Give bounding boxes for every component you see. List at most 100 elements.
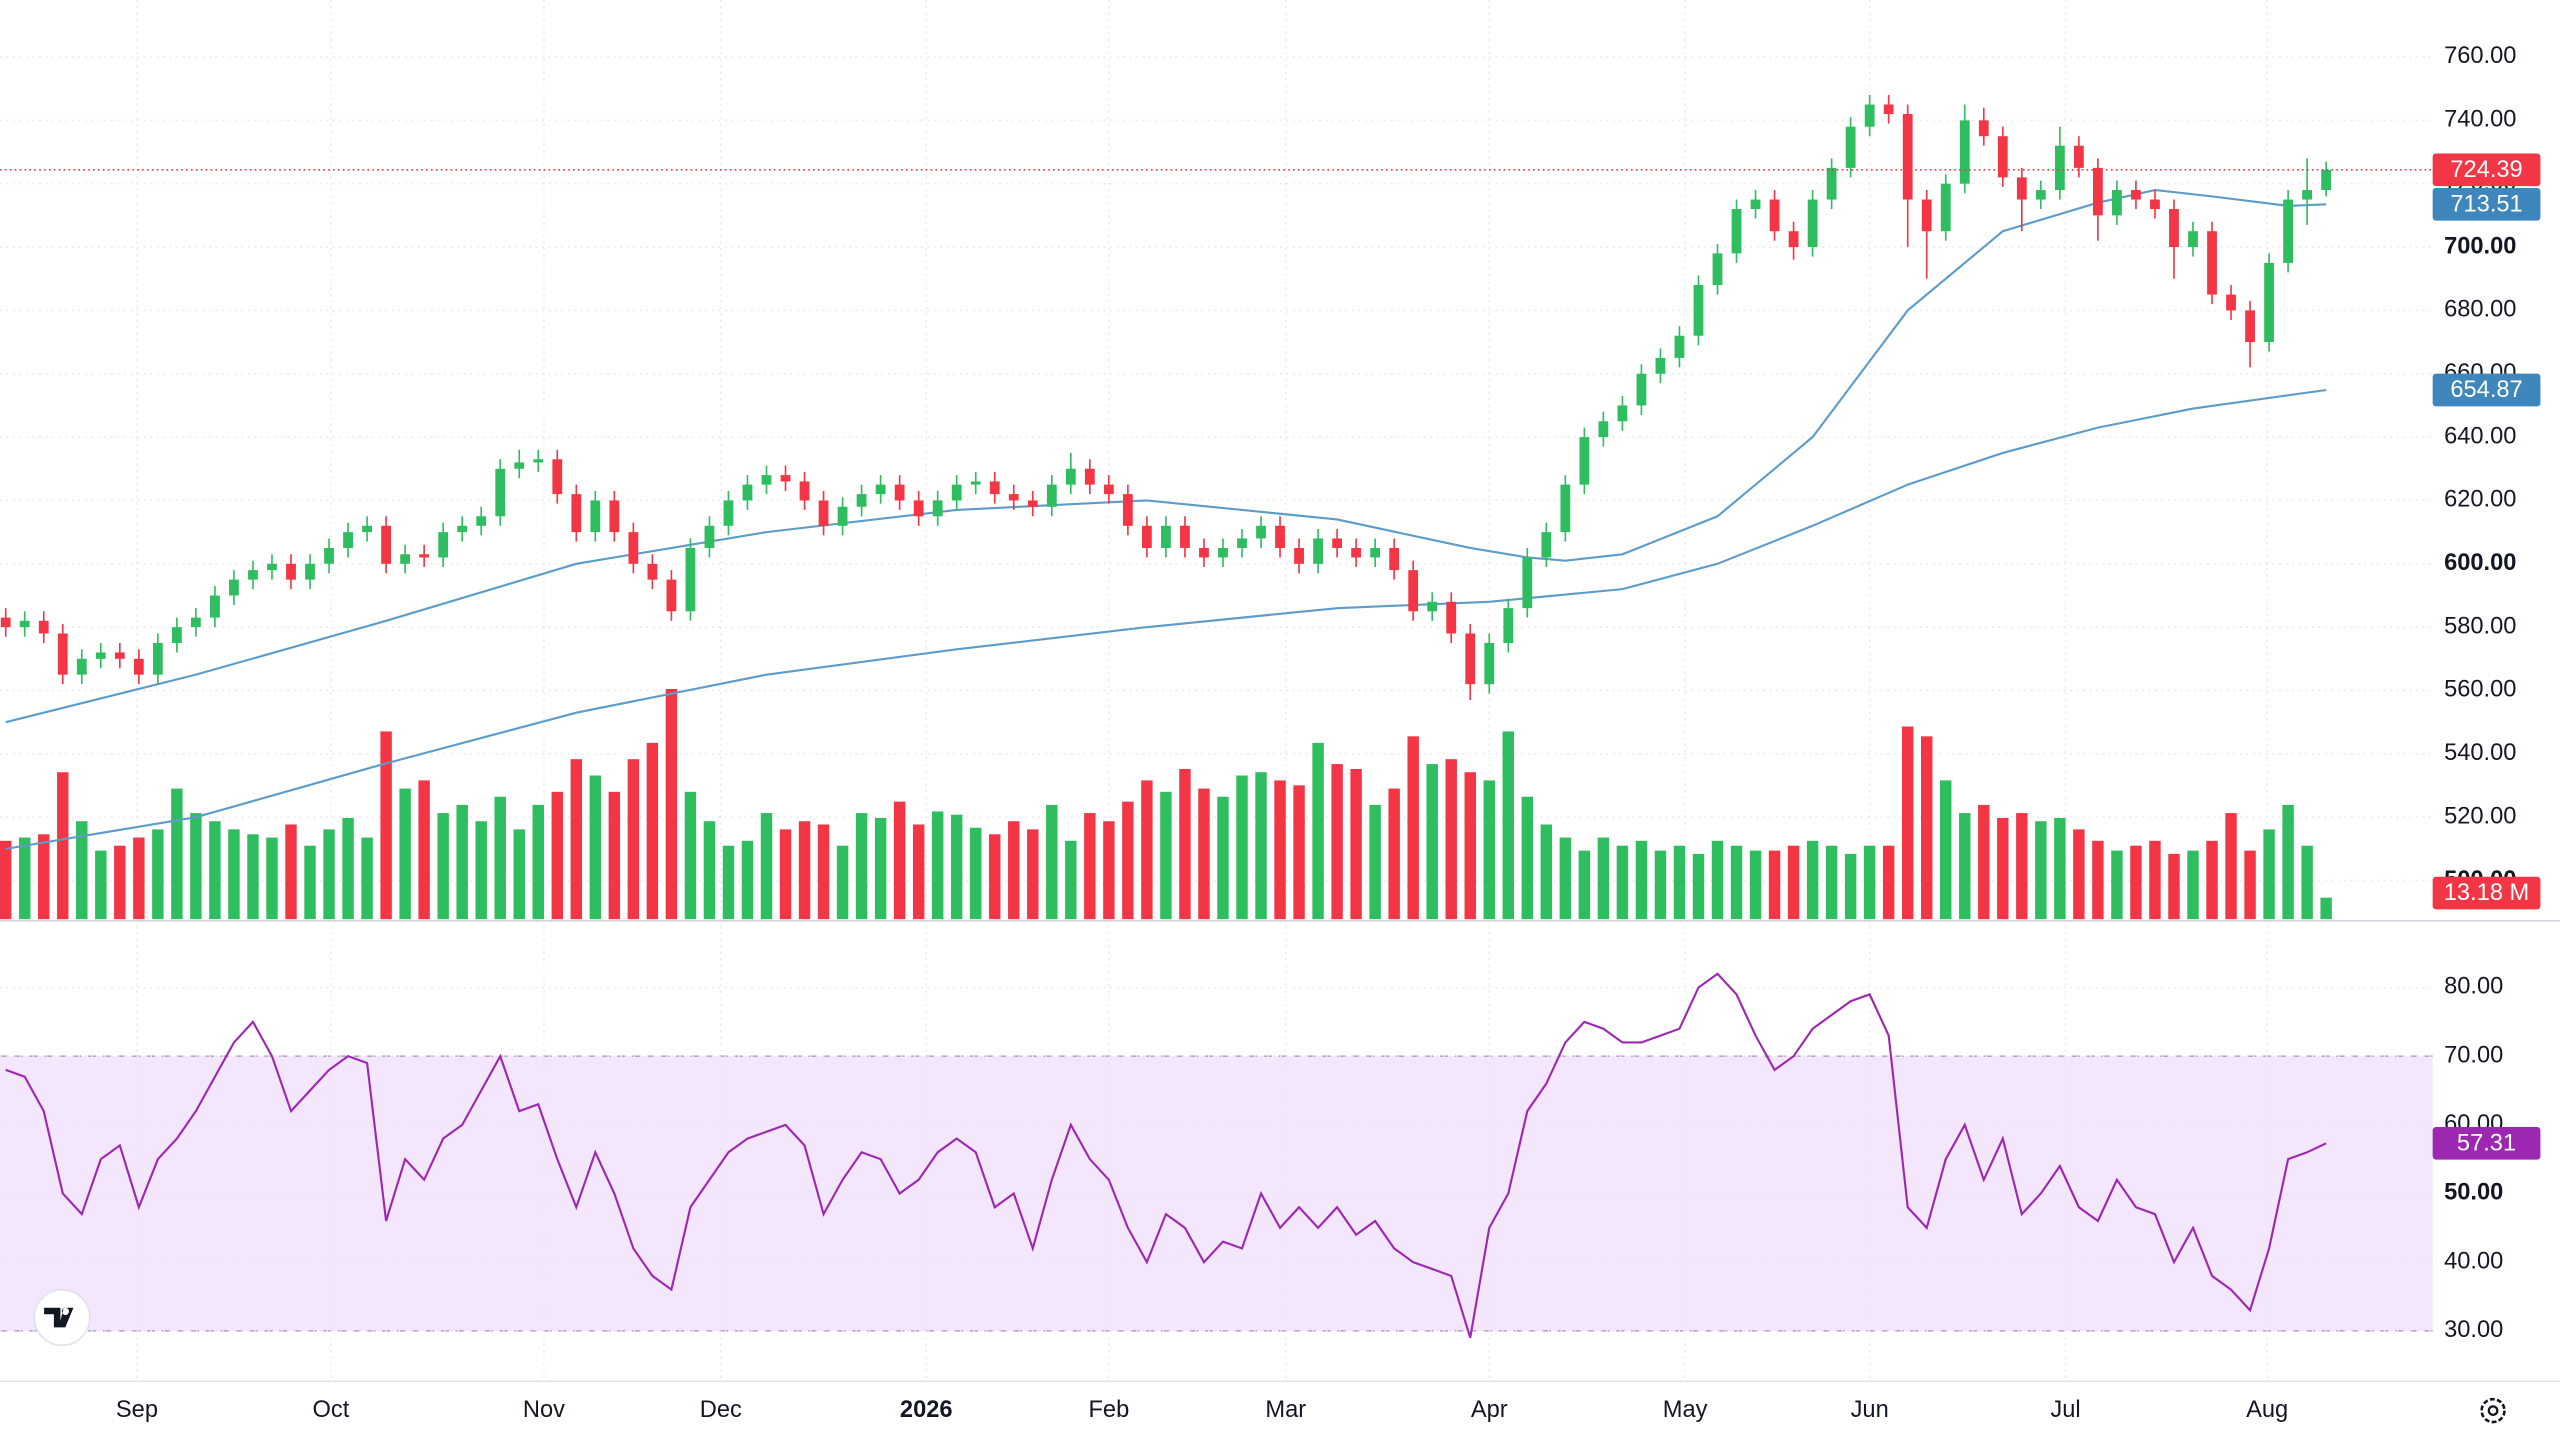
volume-bar bbox=[1635, 840, 1648, 920]
volume-bar bbox=[665, 688, 678, 920]
candle-body bbox=[780, 475, 791, 482]
price-badge-label: 724.39 bbox=[2450, 157, 2522, 183]
volume-bar bbox=[2054, 817, 2066, 920]
volume-bar bbox=[1540, 824, 1553, 920]
gear-outer[interactable] bbox=[2480, 1397, 2506, 1424]
volume-bar bbox=[19, 837, 31, 920]
logo[interactable] bbox=[33, 1288, 91, 1347]
candle-body bbox=[1978, 120, 1989, 137]
price-badge-label: 713.51 bbox=[2450, 191, 2522, 217]
volume-bar bbox=[1236, 775, 1248, 920]
candle-body bbox=[1103, 484, 1114, 495]
candle-body bbox=[171, 627, 182, 643]
x-tick-label: May bbox=[1663, 1397, 1708, 1423]
volume-bar bbox=[1882, 845, 1895, 920]
candle-body bbox=[951, 484, 962, 501]
candle-body bbox=[1921, 199, 1932, 232]
volume-bar bbox=[1654, 850, 1667, 920]
candle-body bbox=[1465, 633, 1476, 685]
volume-bar bbox=[361, 837, 373, 920]
candle-body bbox=[2207, 231, 2217, 295]
volume-bar bbox=[1217, 796, 1229, 920]
volume-bar bbox=[95, 850, 107, 920]
candle-body bbox=[1598, 421, 1609, 438]
candle-body bbox=[723, 500, 734, 526]
x-tick-label: Jun bbox=[1851, 1397, 1889, 1423]
volume-bar bbox=[2206, 840, 2218, 920]
candle-body bbox=[1636, 373, 1647, 406]
x-tick-label: Apr bbox=[1471, 1397, 1508, 1423]
volume-bar bbox=[0, 840, 12, 920]
candle-body bbox=[609, 500, 620, 533]
candle-body bbox=[989, 481, 1000, 495]
candle-body bbox=[1864, 104, 1875, 127]
logo-mark[interactable] bbox=[44, 1307, 74, 1328]
candle-body bbox=[932, 500, 943, 517]
rsi-line bbox=[5, 972, 2327, 1339]
volume-bar bbox=[760, 813, 773, 920]
candle-body bbox=[1731, 209, 1742, 254]
rsi-tick-label: 80.00 bbox=[2444, 974, 2503, 1000]
candle-body bbox=[685, 547, 696, 612]
y-tick-label: 600.00 bbox=[2444, 550, 2516, 576]
candle-body bbox=[894, 484, 905, 501]
moving-average bbox=[5, 388, 2327, 850]
volume-bar bbox=[1768, 850, 1781, 920]
candle-body bbox=[1446, 601, 1457, 634]
volume-bar bbox=[1084, 813, 1096, 920]
candle-body bbox=[95, 652, 106, 659]
x-tick-label: Jul bbox=[2050, 1397, 2080, 1423]
volume-bar bbox=[342, 817, 354, 920]
candle-body bbox=[913, 500, 924, 517]
gear-inner[interactable] bbox=[2487, 1405, 2499, 1417]
candle-body bbox=[2112, 190, 2122, 216]
candle-body bbox=[2131, 190, 2141, 200]
candle-body bbox=[2035, 190, 2046, 200]
volume-bar bbox=[722, 845, 735, 920]
volume-bar bbox=[1350, 768, 1362, 920]
x-tick-label: Sep bbox=[116, 1397, 158, 1423]
candle-body bbox=[2283, 199, 2293, 263]
volume-bar bbox=[2111, 850, 2123, 920]
rsi-tick-label: 70.00 bbox=[2444, 1042, 2503, 1068]
volume-bar bbox=[1065, 840, 1077, 920]
candle-body bbox=[1237, 538, 1247, 548]
candle-body bbox=[191, 617, 201, 628]
candle-body bbox=[2321, 169, 2332, 191]
candle-body bbox=[552, 459, 563, 495]
price-badge bbox=[2432, 373, 2541, 407]
volume-bar bbox=[494, 796, 506, 920]
candle-body bbox=[152, 642, 163, 675]
volume-bar bbox=[2073, 829, 2085, 920]
volume-bar bbox=[399, 788, 411, 920]
volume-bar bbox=[1806, 840, 1819, 920]
settings-icon[interactable] bbox=[2480, 1397, 2506, 1424]
volume-bar bbox=[1331, 764, 1343, 920]
volume-bar bbox=[152, 829, 164, 920]
volume-bar bbox=[798, 821, 811, 920]
candle-body bbox=[1617, 405, 1628, 422]
candle-body bbox=[457, 525, 468, 533]
volume-bar bbox=[1863, 845, 1876, 920]
volume-bar bbox=[2168, 853, 2180, 920]
x-tick-label: Dec bbox=[700, 1397, 742, 1423]
volume-bar bbox=[190, 813, 202, 920]
volume-bar bbox=[2244, 850, 2256, 920]
volume-bar bbox=[1293, 785, 1305, 920]
volume-bar bbox=[323, 829, 335, 920]
volume-bar bbox=[589, 775, 602, 920]
volume-bar bbox=[1959, 813, 1971, 920]
candle-body bbox=[400, 554, 411, 564]
candle-body bbox=[1883, 104, 1894, 115]
volume-bar bbox=[171, 788, 183, 920]
volume-bar bbox=[38, 834, 50, 920]
volume-bar bbox=[1046, 804, 1058, 920]
candle-body bbox=[2264, 262, 2274, 343]
candle-body bbox=[1408, 570, 1419, 612]
volume-bar bbox=[437, 813, 449, 920]
volume-bar bbox=[741, 840, 754, 920]
candle-body bbox=[1332, 538, 1343, 548]
volume-bar bbox=[1978, 804, 1990, 920]
price-badge bbox=[2432, 1126, 2541, 1160]
